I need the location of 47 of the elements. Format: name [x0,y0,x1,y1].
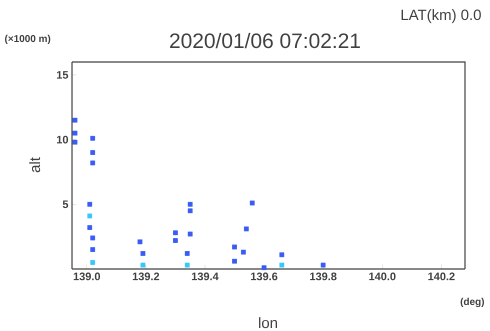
y-axis-title: alt [29,156,40,172]
point [279,252,284,257]
point [188,202,193,206]
x-tick-label: 140.2 [428,272,455,280]
text: (deg) [460,298,484,307]
chart-subtitle: LAT(km) 0.0 [402,8,481,23]
point [173,238,178,243]
text: (×1000 m) [5,34,50,44]
point [188,231,193,236]
point [138,239,142,244]
point [140,262,146,268]
point [87,213,92,218]
point [140,250,146,256]
point [90,235,96,240]
point [262,265,266,270]
point [72,118,78,122]
y-tick-label: 5 [62,200,68,208]
point [72,130,78,136]
point [250,200,255,206]
point [87,202,92,206]
chart-title: 2020/01/06 07:02:21 [170,32,360,48]
y-tick-label: 10 [56,136,68,144]
point [232,244,237,250]
point [184,250,190,256]
point [240,250,246,254]
point [173,230,178,235]
point [184,262,190,268]
point [90,136,96,140]
point [87,224,92,230]
point [90,246,96,252]
point [279,262,284,268]
point [188,208,193,213]
x-tick-label: 139.2 [132,272,160,280]
point [320,262,326,268]
x-axis-title: lon [259,316,278,328]
x-tick-label: 139.8 [310,272,337,280]
x-tick-label: 139.6 [251,272,278,280]
point [244,226,249,232]
point [232,258,237,264]
x-tick-label: 139.0 [74,272,100,280]
point [90,160,96,166]
point [90,260,96,265]
point [90,150,96,155]
point [72,140,78,144]
x-tick-label: 139.4 [192,272,219,280]
x-tick-label: 140.0 [369,272,396,280]
y-tick-label: 15 [56,70,68,79]
